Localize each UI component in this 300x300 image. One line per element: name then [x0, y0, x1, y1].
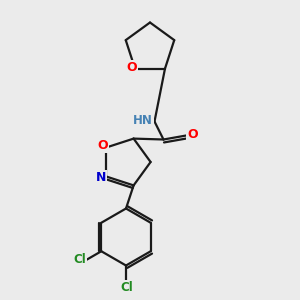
Text: O: O [98, 139, 108, 152]
Text: O: O [126, 61, 137, 74]
Text: Cl: Cl [73, 253, 86, 266]
Text: HN: HN [133, 114, 153, 128]
Text: O: O [187, 128, 198, 142]
Text: Cl: Cl [120, 280, 133, 294]
Text: N: N [96, 171, 106, 184]
